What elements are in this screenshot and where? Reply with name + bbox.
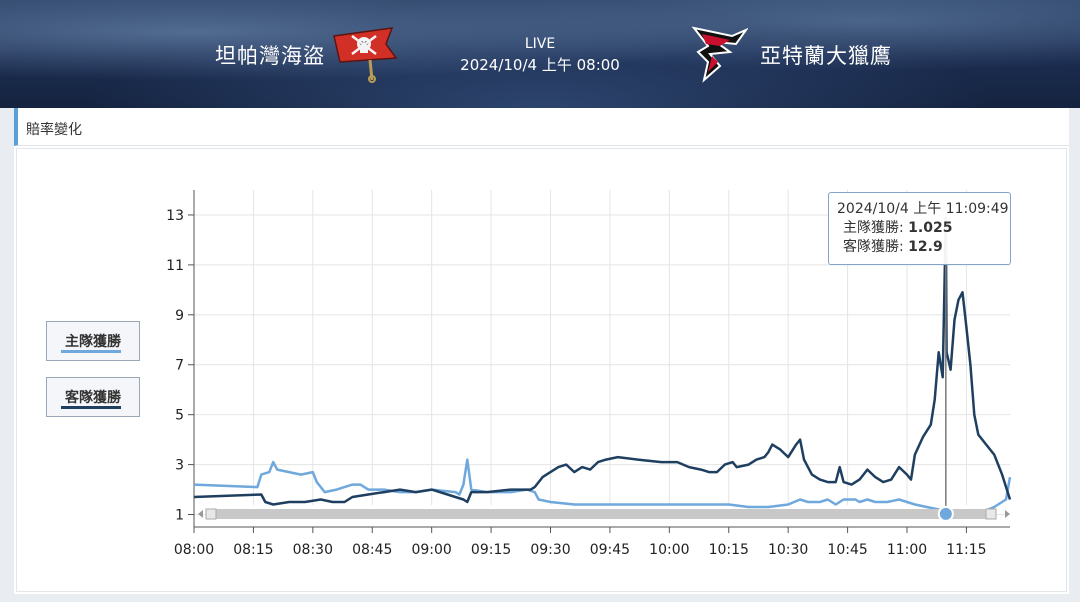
- x-tick-label: 08:45: [352, 542, 392, 558]
- y-tick-label: 11: [166, 258, 184, 274]
- range-scrollbar[interactable]: [198, 508, 1010, 520]
- x-axis-ticks: 08:00 08:15 08:30 08:45 09:00 09:15 09:30 09:45…: [174, 527, 987, 558]
- scroll-right-arrow-icon: [1005, 510, 1010, 518]
- legend-label-home: 主隊獲勝: [65, 334, 121, 350]
- y-tick-label: 3: [175, 458, 184, 474]
- x-tick-label: 11:00: [887, 542, 927, 558]
- x-tick-label: 09:15: [471, 542, 511, 558]
- x-tick-label: 08:00: [174, 542, 214, 558]
- x-tick-label: 08:15: [233, 542, 273, 558]
- x-tick-label: 09:30: [530, 542, 570, 558]
- falcons-logo: [691, 26, 748, 83]
- home-team-name: 坦帕灣海盜: [215, 44, 325, 68]
- scrollbar-handle-left[interactable]: [205, 508, 217, 520]
- tooltip-away-label: 客隊獲勝:: [843, 239, 909, 255]
- x-tick-label: 09:45: [590, 542, 630, 558]
- panel-title: 賠率變化: [26, 122, 82, 138]
- panel-header: 賠率變化: [14, 108, 1069, 146]
- y-tick-label: 1: [175, 508, 184, 524]
- x-tick-label: 10:45: [827, 542, 867, 558]
- legend-item-away[interactable]: 客隊獲勝: [46, 377, 140, 417]
- chart-series: [193, 216, 1012, 516]
- tooltip-away-value: 12.9: [908, 239, 943, 255]
- x-tick-label: 11:15: [946, 542, 986, 558]
- x-tick-label: 09:00: [411, 542, 451, 558]
- y-tick-label: 7: [175, 358, 184, 374]
- x-tick-label: 10:15: [709, 542, 749, 558]
- tooltip-home-row: 主隊獲勝: 1.025: [837, 219, 1002, 238]
- tooltip-home-value: 1.025: [908, 220, 953, 236]
- live-status: LIVE: [524, 36, 556, 52]
- chart-tooltip: 2024/10/4 上午 11:09:49 主隊獲勝: 1.025 客隊獲勝: …: [828, 192, 1011, 265]
- legend-swatch-home: [61, 350, 121, 353]
- legend-label-away: 客隊獲勝: [65, 390, 121, 406]
- x-tick-label: 08:30: [293, 542, 333, 558]
- match-header: 坦帕灣海盜 LIVE 2024/10/4 上午 08:00 亞特蘭大獵鷹: [0, 0, 1080, 108]
- y-tick-label: 13: [166, 208, 184, 224]
- tooltip-time: 2024/10/4 上午 11:09:49: [837, 201, 1009, 217]
- legend-swatch-away: [61, 406, 121, 409]
- tooltip-away-row: 客隊獲勝: 12.9: [837, 238, 1002, 257]
- away-team-name: 亞特蘭大獵鷹: [760, 44, 892, 68]
- y-tick-label: 9: [175, 308, 184, 324]
- buccaneers-flag-logo: [333, 27, 398, 83]
- x-tick-label: 10:30: [768, 542, 808, 558]
- series-line-away: [193, 216, 1012, 506]
- chart-frame: [16, 148, 1067, 592]
- scrollbar-handle-right[interactable]: [985, 508, 997, 520]
- legend-item-home[interactable]: 主隊獲勝: [46, 321, 140, 361]
- match-datetime: 2024/10/4 上午 08:00: [460, 56, 620, 74]
- x-tick-label: 10:00: [649, 542, 689, 558]
- scrollbar-track: [206, 509, 996, 519]
- scroll-left-arrow-icon: [198, 510, 203, 518]
- series-line-home: [193, 458, 1012, 516]
- y-tick-label: 5: [175, 408, 184, 424]
- hover-point-home: [937, 505, 954, 522]
- hover-point-marker: [937, 505, 954, 522]
- tooltip-home-label: 主隊獲勝:: [843, 220, 909, 236]
